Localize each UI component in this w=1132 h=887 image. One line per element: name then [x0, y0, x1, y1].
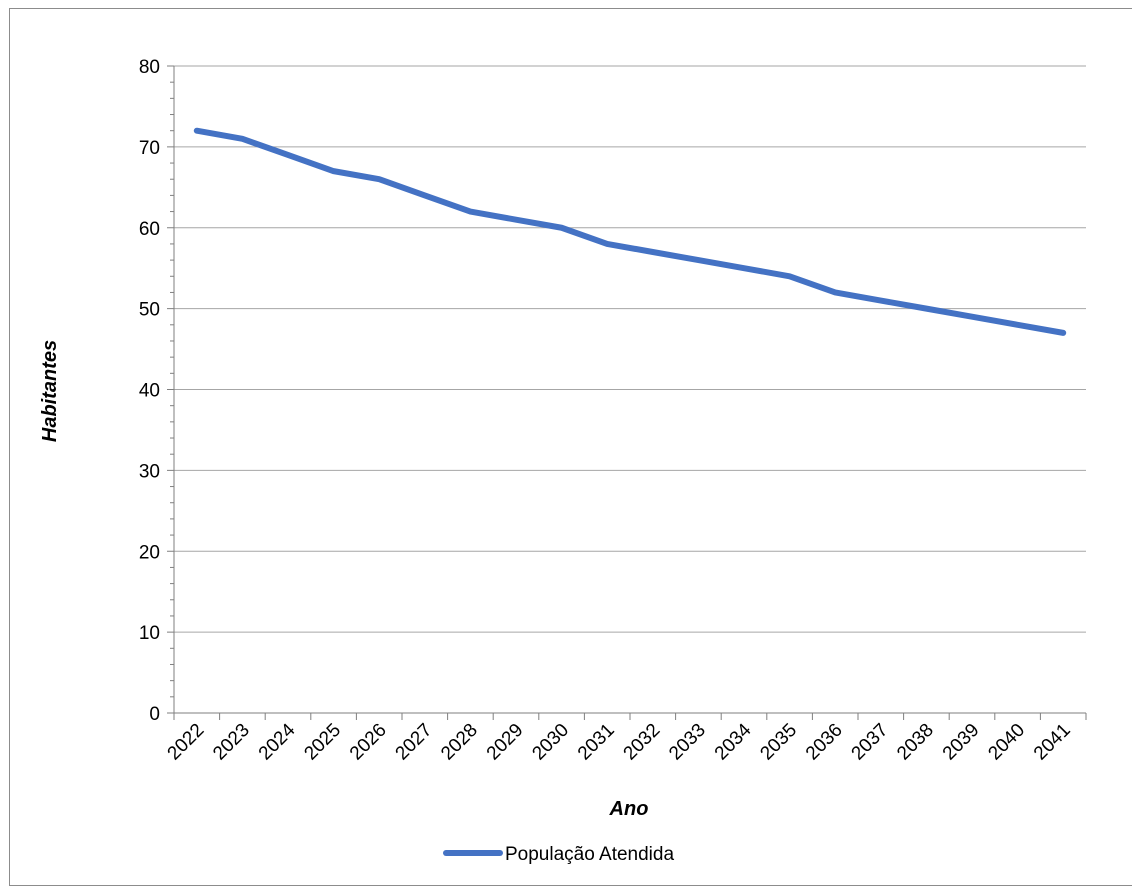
y-tick-label-20: 20: [139, 542, 160, 563]
y-tick-label-80: 80: [139, 57, 160, 78]
x-tick-label-2024: 2024: [255, 719, 300, 764]
x-tick-label-2040: 2040: [984, 720, 1029, 765]
x-tick-label-2025: 2025: [300, 720, 345, 765]
chart-frame: [9, 8, 1132, 886]
y-tick-label-50: 50: [139, 300, 160, 321]
y-axis-title: Habitantes: [39, 340, 61, 442]
y-tick-label-0: 0: [149, 704, 160, 725]
legend-label-0: População Atendida: [505, 844, 674, 865]
x-tick-label-2022: 2022: [164, 720, 209, 765]
x-tick-label-2029: 2029: [483, 720, 528, 765]
x-axis-title: Ano: [609, 798, 649, 820]
y-tick-label-10: 10: [139, 623, 160, 644]
x-tick-label-2039: 2039: [939, 720, 984, 765]
series-lines: [193, 127, 1067, 336]
gridlines: [174, 65, 1086, 633]
axes: [167, 65, 1087, 720]
x-tick-label-2031: 2031: [574, 720, 619, 765]
x-tick-label-2037: 2037: [848, 720, 893, 765]
x-tick-label-2034: 2034: [711, 719, 756, 764]
x-tick-label-2027: 2027: [392, 720, 437, 765]
y-tick-label-30: 30: [139, 461, 160, 482]
legend: População Atendida: [443, 844, 674, 865]
x-tick-label-2036: 2036: [802, 720, 847, 765]
x-tick-label-2023: 2023: [209, 720, 254, 765]
x-tick-label-2038: 2038: [893, 720, 938, 765]
x-tick-label-2028: 2028: [437, 720, 482, 765]
y-tick-label-60: 60: [139, 219, 160, 240]
x-tick-label-2026: 2026: [346, 720, 391, 765]
y-tick-label-40: 40: [139, 381, 160, 402]
y-tick-label-70: 70: [139, 138, 160, 159]
series-line-0: [193, 127, 1067, 336]
x-tick-label-2030: 2030: [528, 720, 573, 765]
x-tick-label-2035: 2035: [756, 720, 801, 765]
x-tick-label-2041: 2041: [1030, 720, 1075, 765]
x-tick-label-2032: 2032: [620, 720, 665, 765]
x-tick-label-2033: 2033: [665, 720, 710, 765]
